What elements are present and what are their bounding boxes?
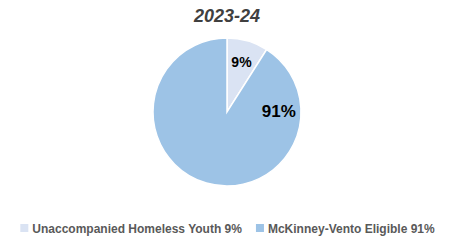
- legend-swatch: [20, 224, 28, 232]
- legend-swatch: [256, 224, 264, 232]
- data-label: 91%: [262, 102, 296, 121]
- legend-label: McKinney-Vento Eligible 91%: [268, 222, 435, 236]
- legend-label: Unaccompanied Homeless Youth 9%: [32, 222, 242, 236]
- pie-slice: [153, 38, 301, 186]
- title: 2023-24: [193, 6, 260, 26]
- pie: 9% 91%: [153, 38, 301, 186]
- chart: 2023-24 9% 91% Unaccompanied Homeless Youth…: [0, 0, 455, 242]
- legend-item: Unaccompanied Homeless Youth 9%: [20, 222, 242, 236]
- data-label: 9%: [231, 54, 252, 70]
- legend-item: McKinney-Vento Eligible 91%: [256, 222, 435, 236]
- legend: Unaccompanied Homeless Youth 9% McKinney-…: [20, 222, 435, 236]
